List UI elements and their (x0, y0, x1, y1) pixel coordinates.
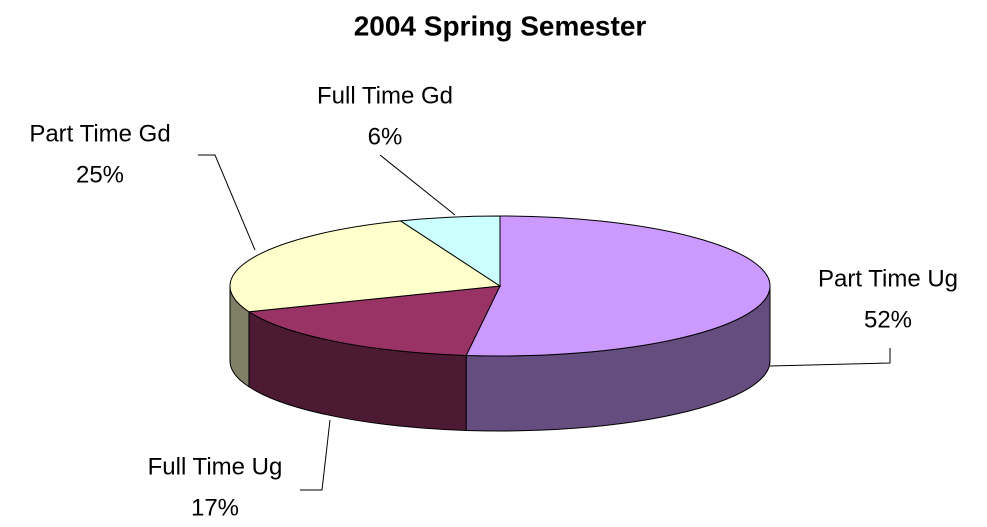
slice-value-label: 25% (76, 161, 124, 188)
pie-slice (399, 215, 501, 287)
leader-line (300, 419, 331, 491)
leader-line (198, 154, 256, 251)
pie-slice (465, 215, 771, 357)
slice-value-label: 6% (368, 123, 403, 150)
chart-title: 2004 Spring Semester (354, 10, 647, 41)
pie-slice (247, 285, 501, 356)
pie-slice (229, 220, 502, 313)
leader-line (769, 348, 891, 367)
leader-lines (198, 154, 891, 491)
slice-value-label: 17% (191, 494, 239, 521)
slice-label: Part Time Gd (29, 120, 170, 147)
slice-value-label: 52% (864, 306, 912, 333)
slice-label: Full Time Ug (148, 453, 283, 480)
leader-line (379, 154, 456, 216)
slice-label: Full Time Gd (317, 82, 453, 109)
slice-label: Part Time Ug (818, 265, 958, 292)
